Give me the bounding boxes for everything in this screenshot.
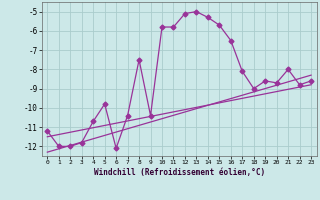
X-axis label: Windchill (Refroidissement éolien,°C): Windchill (Refroidissement éolien,°C) (94, 168, 265, 177)
